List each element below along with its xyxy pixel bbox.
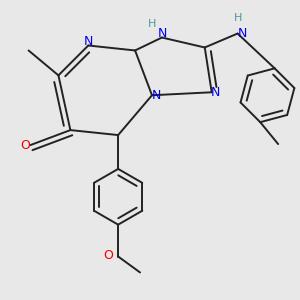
Text: H: H (148, 19, 156, 28)
Text: N: N (211, 86, 220, 99)
Text: N: N (151, 89, 161, 102)
Text: N: N (84, 35, 93, 48)
Text: H: H (233, 13, 242, 22)
Text: O: O (103, 249, 113, 262)
Text: N: N (157, 27, 167, 40)
Text: O: O (21, 139, 31, 152)
Text: N: N (238, 27, 247, 40)
